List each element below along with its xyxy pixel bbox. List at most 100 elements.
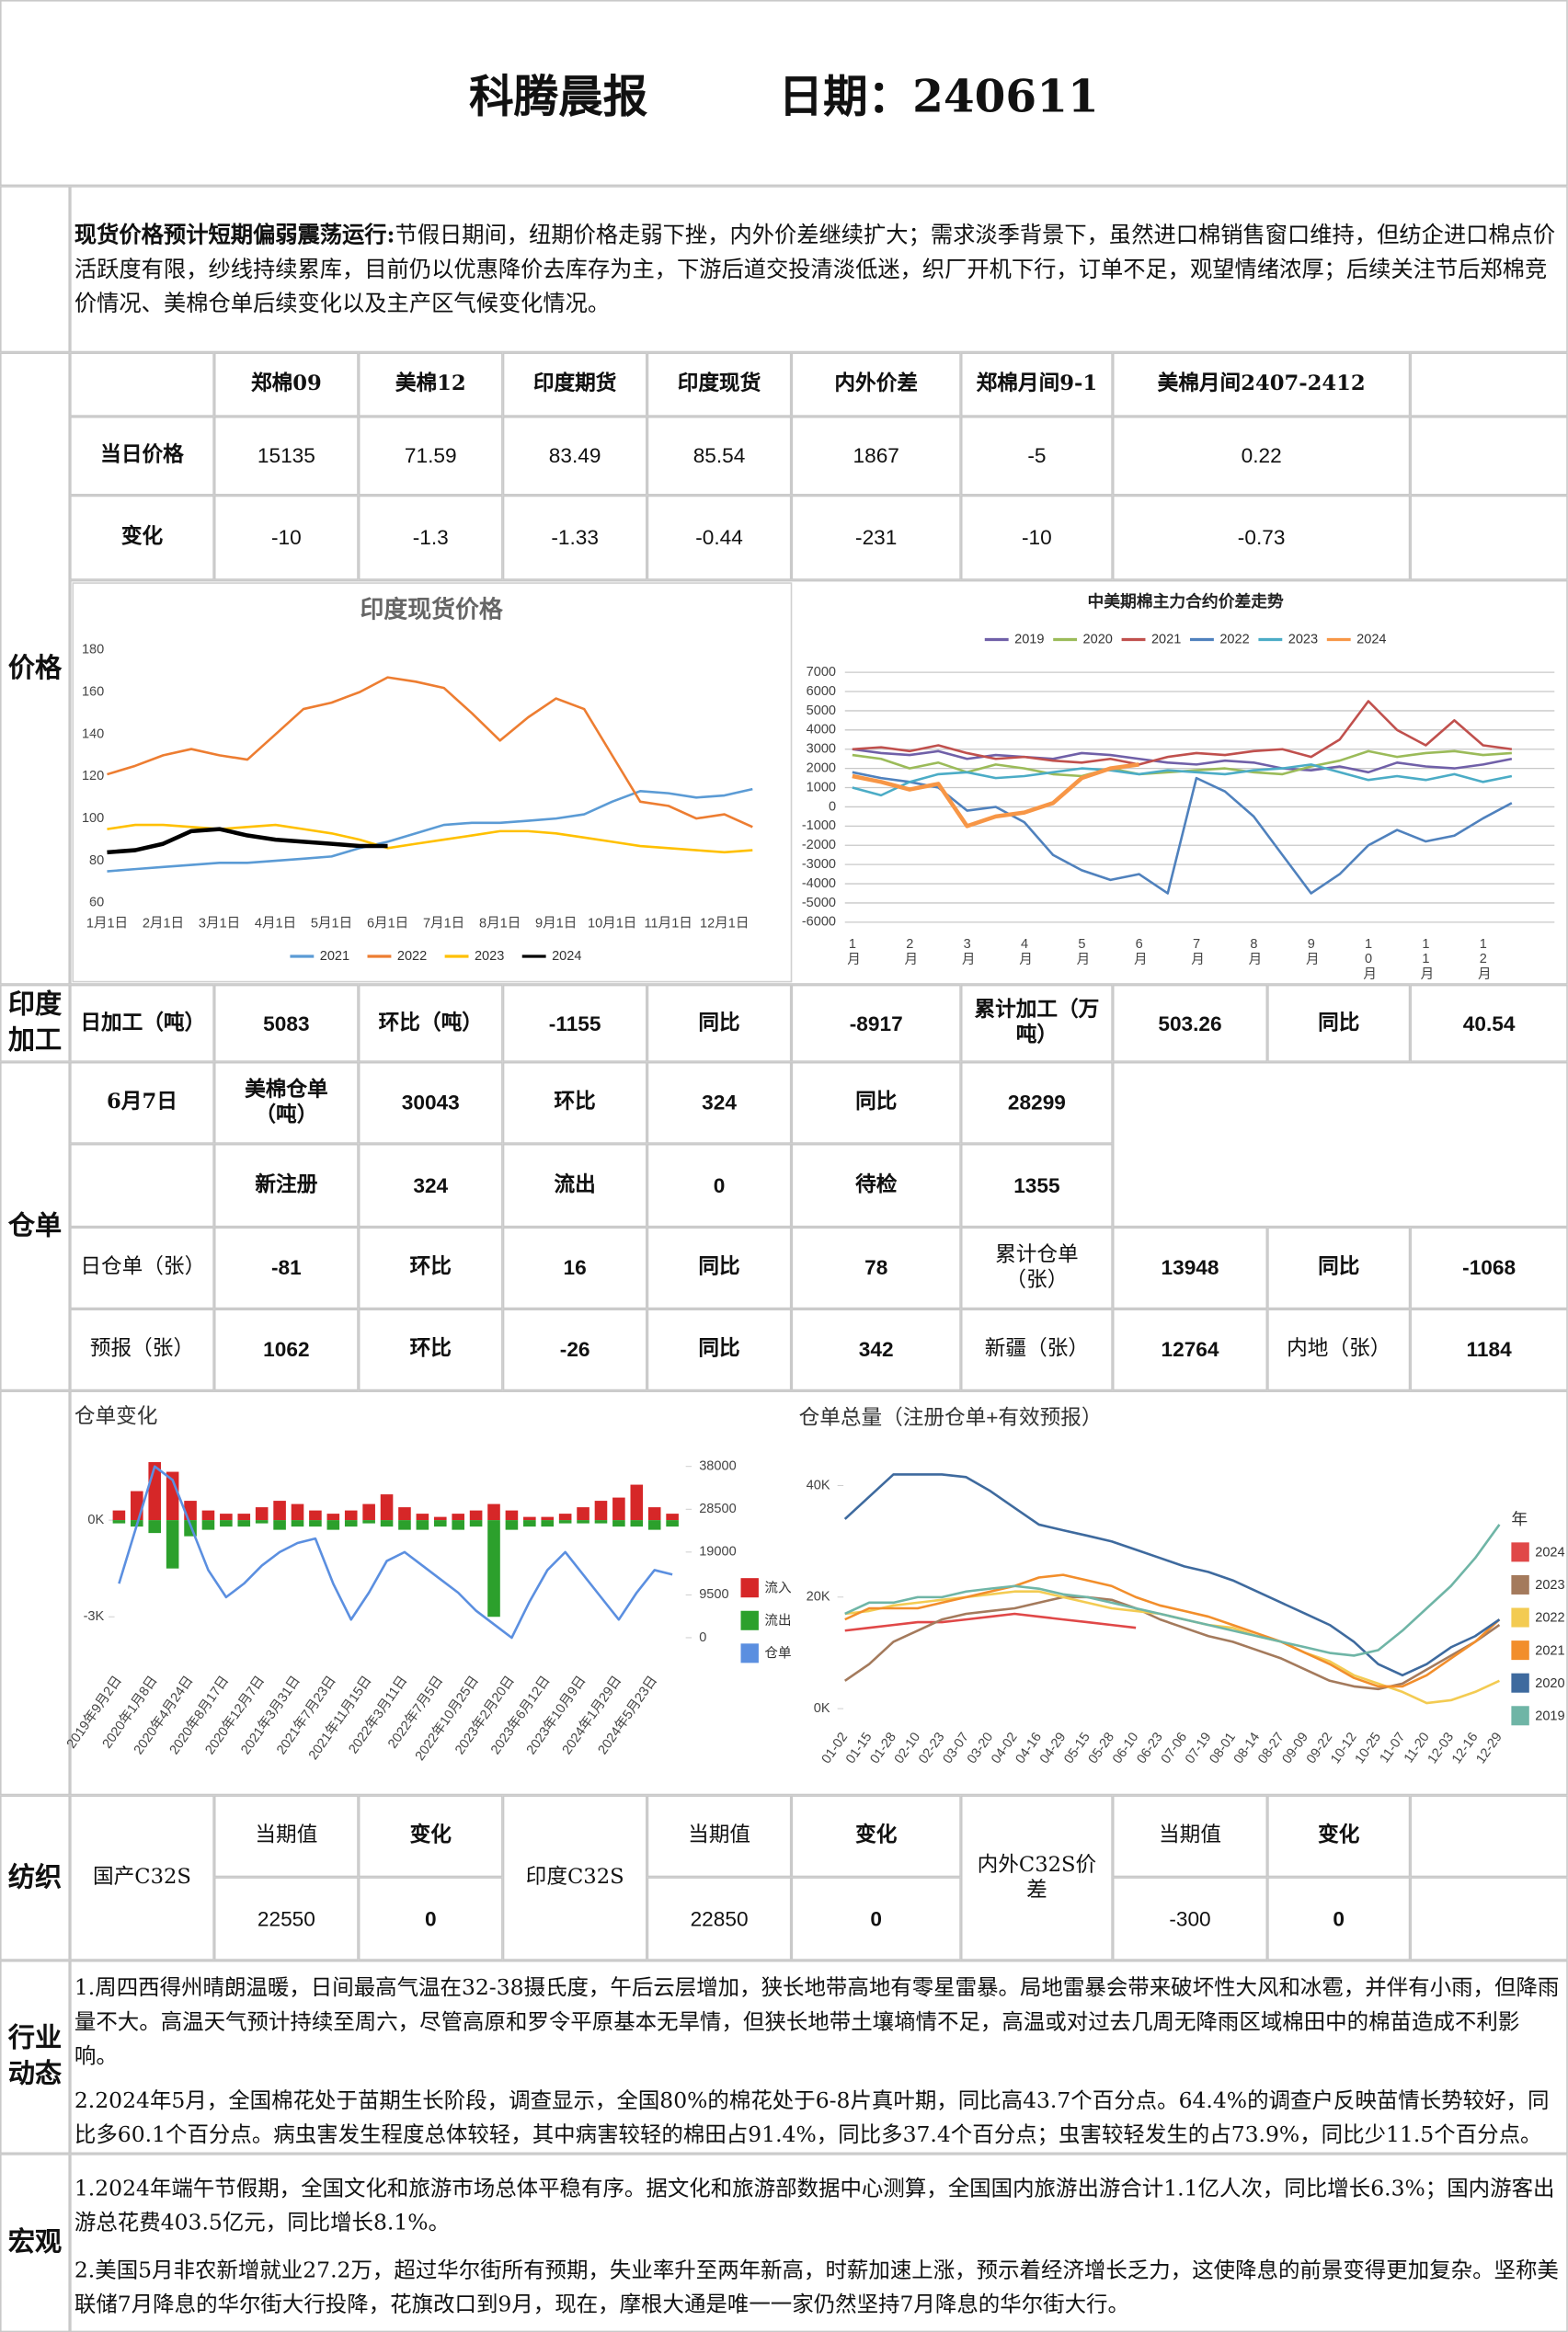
summary-text: 节假日期间，纽期价格走弱下挫，内外价差继续扩大；需求淡季背景下，虽然进口棉销售窗… (74, 222, 1556, 317)
table-cell: 342 (791, 1309, 961, 1391)
report-date: 日期：240611 (779, 60, 1099, 125)
table-cell: 1184 (1410, 1309, 1568, 1391)
table-cell: 环比 (502, 1061, 647, 1144)
table-cell: 行业动态 (0, 1960, 71, 2155)
table-cell: -10 (960, 495, 1113, 580)
table-cell: 印度期货 (502, 352, 647, 417)
cell-frame (70, 1390, 1568, 1796)
table-cell: 郑棉月间9-1 (960, 352, 1113, 417)
table-cell: -231 (791, 495, 961, 580)
table-cell: 变化 (70, 495, 214, 580)
cell-frame (1410, 1795, 1568, 1878)
table-cell: 5083 (213, 984, 359, 1062)
macro-paragraph: 2.美国5月非农新增就业27.2万，超过华尔街所有预期，失业率升至两年新高，时薪… (74, 2258, 1559, 2318)
cell-frame (70, 579, 1568, 985)
table-cell: 变化 (791, 1795, 961, 1878)
table-cell: 环比 (358, 1227, 503, 1309)
table-cell: 纺织 (0, 1795, 71, 1960)
table-cell: -26 (502, 1309, 647, 1391)
table-cell: 0 (1267, 1877, 1411, 1960)
table-cell: 0 (647, 1143, 792, 1228)
table-cell: 日仓单（张） (70, 1227, 214, 1309)
cell-frame (1410, 495, 1568, 580)
table-cell: 当日价格 (70, 416, 214, 496)
table-cell: 累计加工（万吨） (960, 984, 1113, 1062)
table-cell: 6月7日 (70, 1061, 214, 1144)
date-value: 240611 (912, 71, 1099, 124)
table-cell: 仓单 (0, 1061, 71, 1391)
table-cell: 当期值 (647, 1795, 792, 1878)
table-cell: 待检 (791, 1143, 961, 1228)
table-cell: 预报（张） (70, 1309, 214, 1391)
table-cell: 13948 (1112, 1227, 1268, 1309)
table-cell: 当期值 (213, 1795, 359, 1878)
table-cell: 内外C32S价差 (960, 1795, 1113, 1960)
table-cell: 当期值 (1112, 1795, 1268, 1878)
table-cell: -8917 (791, 984, 961, 1062)
table-cell: 同比 (1267, 984, 1411, 1062)
table-cell: 累计仓单（张） (960, 1227, 1113, 1309)
table-cell: 22550 (213, 1877, 359, 1960)
table-cell: -0.73 (1112, 495, 1411, 580)
summary-lead: 现货价格预计短期偏弱震荡运行: (74, 222, 395, 249)
table-cell: -0.44 (647, 495, 792, 580)
industry-paragraph: 1.周四西得州晴朗温暖，日间最高气温在32-38摄氏度，午后云层增加，狭长地带高… (74, 1976, 1560, 2069)
table-cell: 12764 (1112, 1309, 1268, 1391)
table-cell: 83.49 (502, 416, 647, 496)
table-cell: 美棉仓单（吨） (213, 1061, 359, 1144)
table-cell: 郑棉09 (213, 352, 359, 417)
table-cell: 503.26 (1112, 984, 1268, 1062)
table-cell: 40.54 (1410, 984, 1568, 1062)
report-title: 科腾晨报 (469, 71, 648, 124)
table-cell: 324 (358, 1143, 503, 1228)
table-cell: 71.59 (358, 416, 503, 496)
table-cell: 变化 (358, 1795, 503, 1878)
table-cell: 0 (791, 1877, 961, 1960)
table-cell: -1.3 (358, 495, 503, 580)
table-cell: 美棉12 (358, 352, 503, 417)
table-cell: 28299 (960, 1061, 1113, 1144)
table-cell: 30043 (358, 1061, 503, 1144)
table-cell: -5 (960, 416, 1113, 496)
table-cell: 同比 (647, 1227, 792, 1309)
cell-frame (1410, 352, 1568, 417)
cell-frame (70, 2154, 1568, 2332)
table-cell: 日加工（吨） (70, 984, 214, 1062)
summary: 现货价格预计短期偏弱震荡运行:节假日期间，纽期价格走弱下挫，内外价差继续扩大；需… (74, 219, 1562, 322)
table-cell: 同比 (1267, 1227, 1411, 1309)
table-cell: 流出 (502, 1143, 647, 1228)
table-cell: 变化 (1267, 1795, 1411, 1878)
table-cell: 22850 (647, 1877, 792, 1960)
table-cell: 内地（张） (1267, 1309, 1411, 1391)
cell-frame (70, 352, 214, 417)
cell-frame (1112, 1061, 1568, 1228)
table-cell: 国产C32S (70, 1795, 214, 1960)
table-cell: 1867 (791, 416, 961, 496)
table-cell: 环比 (358, 1309, 503, 1391)
industry-paragraph: 2.2024年5月，全国棉花处于苗期生长阶段，调查显示，全国80%的棉花处于6-… (74, 2089, 1550, 2148)
table-cell: 85.54 (647, 416, 792, 496)
table-cell: 印度加工 (0, 984, 71, 1062)
cell-frame (0, 1390, 71, 1796)
table-cell: 0 (358, 1877, 503, 1960)
table-cell: -10 (213, 495, 359, 580)
macro-paragraph: 1.2024年端午节假期，全国文化和旅游市场总体平稳有序。据文化和旅游部数据中心… (74, 2178, 1555, 2236)
table-cell: 价格 (0, 352, 71, 985)
table-cell: 美棉月间2407-2412 (1112, 352, 1411, 417)
table-cell: 新疆（张） (960, 1309, 1113, 1391)
cell-frame (70, 186, 1568, 353)
table-cell: 324 (647, 1061, 792, 1144)
table-cell: 15135 (213, 416, 359, 496)
table-cell: -1068 (1410, 1227, 1568, 1309)
cell-frame (1410, 416, 1568, 496)
cell-frame (0, 0, 1568, 187)
table-cell: 内外价差 (791, 352, 961, 417)
table-cell: -81 (213, 1227, 359, 1309)
table-cell: -300 (1112, 1877, 1268, 1960)
cell-frame (70, 1960, 1568, 2155)
table-cell: 同比 (647, 984, 792, 1062)
table-cell: 环比（吨） (358, 984, 503, 1062)
table-cell: 印度现货 (647, 352, 792, 417)
